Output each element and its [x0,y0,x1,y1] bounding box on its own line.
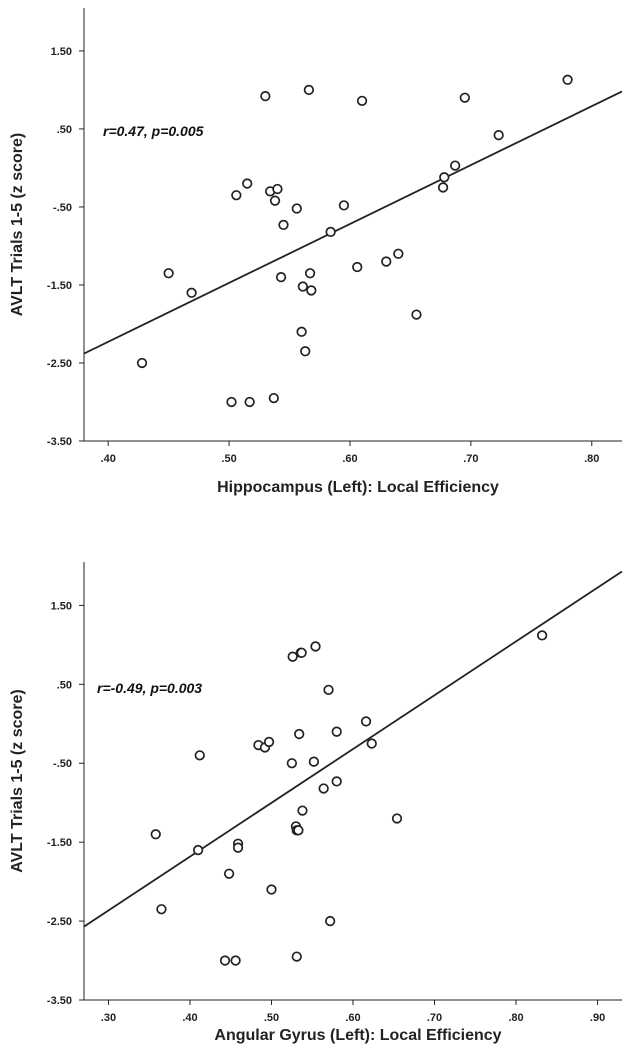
data-point [310,641,321,652]
data-point [325,915,336,927]
data-point [230,955,241,966]
data-point [318,783,329,794]
data-point [536,630,548,641]
data-point [331,776,342,787]
x-tick-label: .80 [508,1012,523,1024]
data-point [272,183,283,195]
data-point [260,91,271,102]
y-tick-label: .50 [57,679,72,691]
data-point [296,326,307,337]
y-axis-title: AVLT Trials 1-5 (z score) [9,689,26,872]
x-tick-label: .70 [463,453,478,465]
data-point [366,738,377,749]
y-tick-label: -.50 [53,202,72,214]
data-point [293,825,304,836]
data-point [304,268,316,279]
x-tick-label: .40 [182,1012,197,1024]
data-point [278,219,289,231]
y-tick-label: -.50 [53,758,72,770]
data-point [306,285,317,296]
correlation-annotation: r=0.47, p=0.005 [103,123,204,139]
x-axis-title: Angular Gyrus (Left): Local Efficiency [214,1027,501,1044]
data-point [232,842,244,853]
data-point [297,805,308,816]
x-tick-label: .50 [264,1012,279,1024]
data-point [268,392,279,404]
data-point [275,272,287,283]
data-point [562,74,573,85]
x-tick-label: .60 [345,1012,360,1024]
chart-hippocampus: 1.50 .50 -.50 -1.50 -2.50 -3.50 .40 .50 .60 .70 .8… [9,8,623,496]
x-tick-label: .60 [342,453,357,465]
y-tick-label: 1.50 [51,600,72,612]
data-point [186,287,197,298]
data-point [244,396,255,408]
data-point [231,190,242,201]
data-point [356,95,368,106]
data-point [291,951,302,962]
x-tick-label: .50 [221,453,236,465]
data-point [296,647,307,658]
data-point [393,248,404,259]
data-point [223,868,235,879]
y-tick-label: -3.50 [47,436,72,448]
data-point [360,716,372,727]
x-tick-label: .40 [101,453,116,465]
data-point [163,268,174,279]
data-point [308,756,320,767]
regression-line [84,570,623,928]
scatter-panel-hippocampus: 1.50 .50 -.50 -1.50 -2.50 -3.50 .40 .50 .60 .70 .8… [0,0,625,520]
data-point [136,357,148,369]
data-point [325,226,336,238]
data-point [450,160,461,171]
data-point [338,200,350,211]
data-point [352,261,363,273]
data-point [297,281,308,292]
data-point [194,750,205,761]
x-tick-label: .30 [101,1012,116,1024]
data-point [287,651,298,662]
y-tick-label: -1.50 [47,837,72,849]
x-tick-label: .70 [427,1012,442,1024]
data-point [226,396,237,408]
data-point [437,182,449,193]
correlation-annotation: r=-0.49, p=0.003 [97,680,202,696]
y-tick-label: -3.50 [47,995,72,1007]
y-tick-label: .50 [57,124,72,136]
data-point [266,884,277,895]
data-point [493,130,504,141]
data-point [331,726,342,737]
data-point [381,256,392,267]
chart-angular-gyrus: 1.50 .50 -.50 -1.50 -2.50 -3.50 .30 .40 .50 .60 .7… [9,562,623,1044]
regression-line [84,90,623,355]
data-point [269,195,281,206]
scatter-panel-angular-gyrus: 1.50 .50 -.50 -1.50 -2.50 -3.50 .30 .40 .50 .60 .7… [0,560,625,1048]
data-point [411,309,422,320]
x-tick-label: .90 [590,1012,605,1024]
data-point [303,84,315,96]
x-axis-title: Hippocampus (Left): Local Efficiency [217,479,499,496]
data-point [323,684,334,695]
y-tick-label: -2.50 [47,358,72,370]
y-axis-title: AVLT Trials 1-5 (z score) [9,133,26,316]
data-point [439,172,450,183]
data-point [291,203,302,214]
data-point [263,736,275,748]
data-point [219,955,231,966]
data-point [391,813,403,824]
data-point [294,728,305,740]
y-tick-label: 1.50 [51,46,72,58]
data-point [242,178,253,189]
y-tick-label: -2.50 [47,916,72,928]
data-point [192,844,204,856]
y-tick-label: -1.50 [47,280,72,292]
data-point [286,758,298,769]
x-tick-label: .80 [584,453,599,465]
data-point [300,346,311,357]
data-point [156,904,167,915]
data-point [150,829,161,840]
data-point [459,92,470,103]
